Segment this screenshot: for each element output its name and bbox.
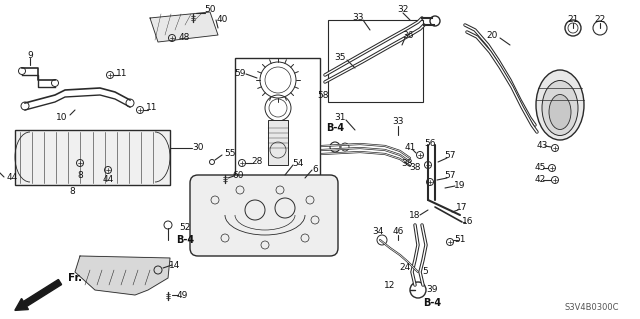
Text: 9: 9: [27, 50, 33, 60]
Text: 17: 17: [456, 204, 468, 212]
Text: 56: 56: [424, 138, 436, 147]
Text: 35: 35: [334, 54, 346, 63]
Text: 10: 10: [56, 114, 68, 122]
Text: 34: 34: [372, 227, 384, 236]
Text: 54: 54: [292, 159, 304, 167]
Text: 12: 12: [384, 280, 396, 290]
Text: 32: 32: [397, 5, 409, 14]
Text: B-4: B-4: [423, 298, 441, 308]
Text: 28: 28: [252, 158, 262, 167]
Text: 60: 60: [232, 170, 244, 180]
Text: 48: 48: [179, 33, 189, 41]
Text: 20: 20: [486, 31, 498, 40]
FancyBboxPatch shape: [190, 175, 338, 256]
Text: 36: 36: [403, 31, 413, 40]
Text: Fr.: Fr.: [68, 273, 82, 283]
Text: 14: 14: [170, 261, 180, 270]
Text: B-4: B-4: [176, 235, 194, 245]
Text: 22: 22: [595, 16, 605, 25]
Text: 59: 59: [234, 69, 246, 78]
Text: 44: 44: [6, 173, 18, 182]
Text: 6: 6: [312, 166, 318, 174]
Text: 52: 52: [179, 224, 191, 233]
Text: 38: 38: [409, 164, 420, 173]
Text: 16: 16: [462, 218, 474, 226]
Text: 21: 21: [567, 16, 579, 25]
Text: B-4: B-4: [326, 123, 344, 133]
Text: 57: 57: [444, 170, 456, 180]
Ellipse shape: [536, 70, 584, 140]
Bar: [15, 130, 170, 185]
Text: 51: 51: [454, 235, 466, 244]
Text: 11: 11: [116, 69, 128, 78]
Text: 30: 30: [192, 144, 204, 152]
Text: 33: 33: [352, 13, 364, 23]
Bar: [235, 58, 320, 183]
Text: 57: 57: [444, 151, 456, 160]
Polygon shape: [75, 256, 170, 295]
Text: 5: 5: [422, 268, 428, 277]
Text: 50: 50: [204, 5, 216, 14]
Text: S3V4B0300C: S3V4B0300C: [564, 303, 620, 313]
Text: 11: 11: [147, 103, 157, 113]
Text: 31: 31: [334, 114, 346, 122]
Text: 45: 45: [534, 162, 546, 172]
Ellipse shape: [542, 80, 578, 136]
Text: 43: 43: [536, 140, 548, 150]
Text: 24: 24: [399, 263, 411, 272]
FancyArrow shape: [15, 279, 61, 310]
Text: 41: 41: [404, 144, 416, 152]
Text: 18: 18: [409, 211, 420, 219]
Text: 40: 40: [216, 16, 228, 25]
Ellipse shape: [549, 94, 571, 130]
Polygon shape: [150, 12, 218, 42]
Text: 49: 49: [176, 292, 188, 300]
Text: 58: 58: [317, 91, 329, 100]
Text: 44: 44: [102, 175, 114, 184]
Text: 19: 19: [454, 181, 466, 189]
Bar: [328, 20, 423, 102]
Text: 46: 46: [392, 227, 404, 236]
Text: 39: 39: [426, 286, 438, 294]
Text: 8: 8: [69, 188, 75, 197]
Text: 55: 55: [224, 149, 236, 158]
Text: 33: 33: [392, 117, 404, 127]
Bar: [268, 120, 288, 165]
Text: 42: 42: [534, 175, 546, 184]
Text: 38: 38: [401, 159, 413, 167]
Text: 8: 8: [77, 170, 83, 180]
